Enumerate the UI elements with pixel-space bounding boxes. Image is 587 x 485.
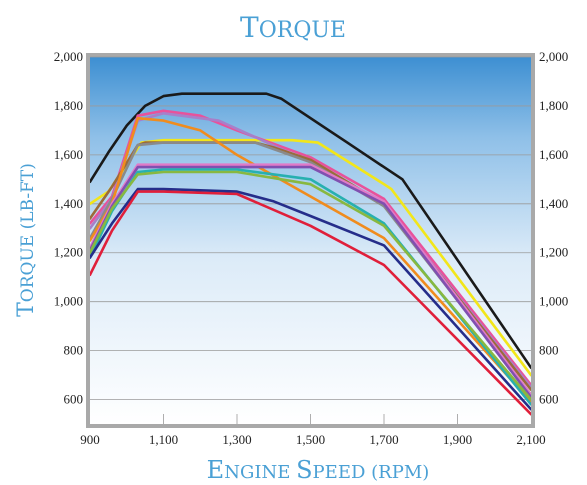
y-tick-label-right: 1,400: [539, 196, 568, 211]
series-line-1: [90, 92, 531, 370]
y-ticks-left: 600 800 1,000 1,200 1,400 1,600 1,800 2,000: [54, 49, 83, 407]
y-tick-label-right: 600: [539, 392, 559, 407]
x-tick-label: 1,700: [369, 432, 398, 447]
y-tick-label-left: 2,000: [54, 49, 83, 64]
x-tick-label: 900: [80, 432, 100, 447]
x-tick-label: 1,300: [222, 432, 251, 447]
series-line-8: [90, 163, 531, 396]
y-ticks-right: 600 800 1,000 1,200 1,400 1,600 1,800 2,000: [539, 49, 568, 407]
series-line-7: [90, 116, 531, 404]
y-tick-label-left: 1,400: [54, 196, 83, 211]
y-tick-label-right: 800: [539, 343, 559, 358]
x-tick-label: 1,900: [443, 432, 472, 447]
chart-title: TORQUE: [240, 11, 346, 44]
series-layer: [90, 92, 531, 416]
x-axis-label: ENGINE SPEED (RPM): [207, 456, 430, 484]
y-tick-label-left: 1,000: [54, 294, 83, 309]
y-axis-label: TORQUE (LB-FT): [14, 163, 39, 317]
x-tick-label: 1,100: [149, 432, 178, 447]
y-tick-label-right: 1,200: [539, 245, 568, 260]
series-line-13: [90, 190, 531, 416]
x-tick-label: 1,500: [296, 432, 325, 447]
y-tick-label-right: 1,600: [539, 147, 568, 162]
y-tick-label-right: 2,000: [539, 49, 568, 64]
y-tick-label-left: 600: [64, 392, 84, 407]
y-tick-label-left: 1,200: [54, 245, 83, 260]
x-ticks: 900 1,100 1,300 1,500 1,700 1,900 2,100: [80, 432, 545, 447]
x-tick-label: 2,100: [516, 432, 545, 447]
y-tick-label-right: 1,800: [539, 98, 568, 113]
series-line-12: [90, 187, 531, 411]
gridlines: [90, 56, 531, 424]
series-line-9: [90, 165, 531, 399]
y-tick-label-left: 1,600: [54, 147, 83, 162]
y-tick-label-right: 1,000: [539, 294, 568, 309]
series-line-11: [90, 170, 531, 401]
y-tick-label-left: 1,800: [54, 98, 83, 113]
y-tick-label-left: 800: [64, 343, 84, 358]
